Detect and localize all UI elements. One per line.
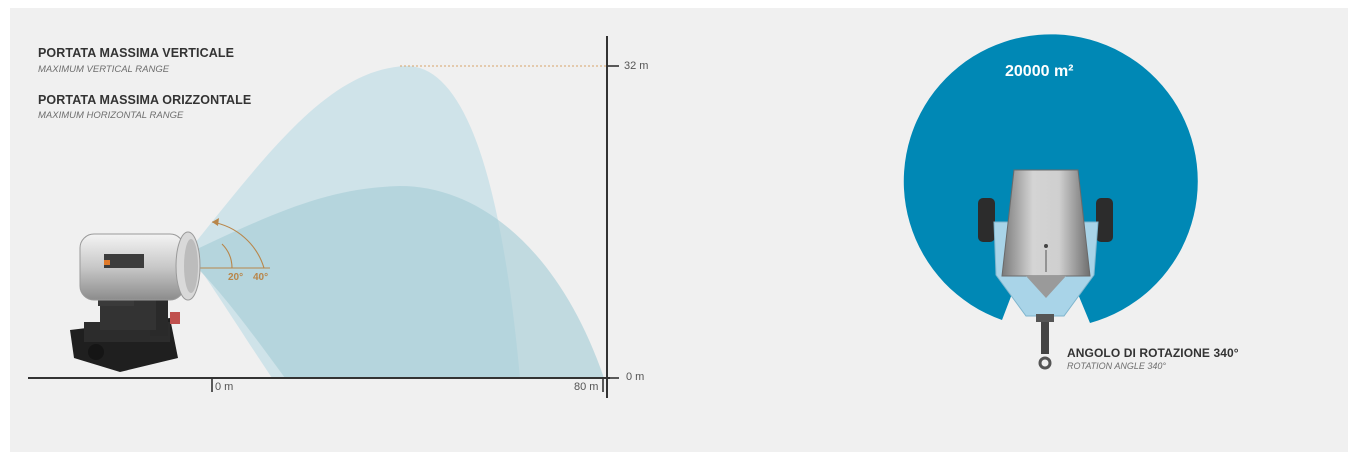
- angle-low-label: 20°: [228, 272, 244, 283]
- rotation-angle-label: ANGOLO DI ROTAZIONE 340°: [1067, 346, 1239, 360]
- angle-arcs: [198, 221, 270, 269]
- coverage-area-label: 20000 m²: [1005, 63, 1074, 80]
- x-axis-start-label: 0 m: [215, 381, 234, 393]
- arc-arrow-icon: [212, 218, 219, 226]
- y-axis-top-label: 32 m: [624, 60, 649, 72]
- cannon-top-view: [978, 169, 1113, 370]
- vertical-range-sublabel: MAXIMUM VERTICAL RANGE: [38, 64, 170, 75]
- angle-high-label: 40°: [253, 272, 269, 283]
- x-axis-end-label: 80 m: [574, 381, 599, 393]
- y-axis-bottom-label: 0 m: [626, 371, 645, 383]
- cannon-machine: [70, 231, 201, 372]
- horizontal-range-label: PORTATA MASSIMA ORIZZONTALE: [38, 93, 252, 107]
- spray-plume-low-angle: [195, 186, 604, 378]
- rotation-angle-sublabel: ROTATION ANGLE 340°: [1067, 361, 1166, 371]
- horizontal-range-sublabel: MAXIMUM HORIZONTAL RANGE: [38, 110, 184, 121]
- vertical-range-label: PORTATA MASSIMA VERTICALE: [38, 46, 235, 60]
